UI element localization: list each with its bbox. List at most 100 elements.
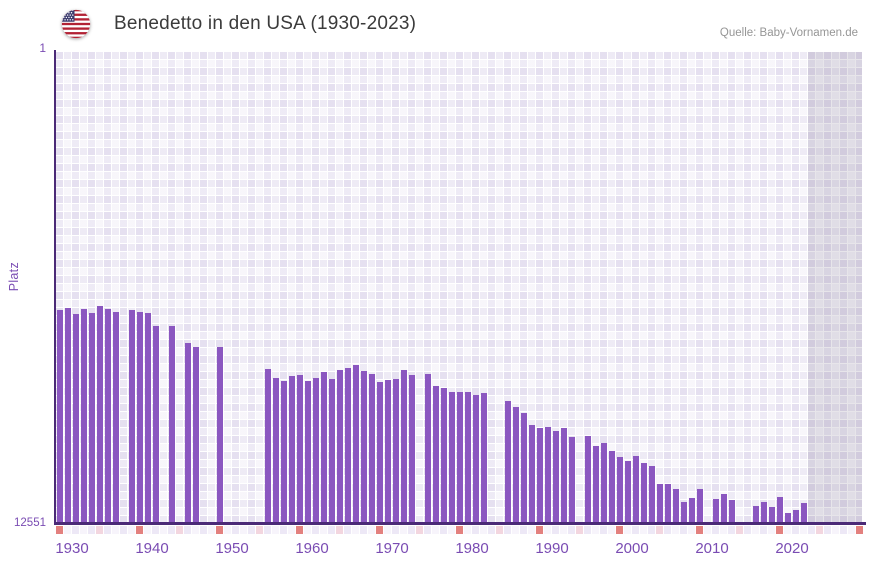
bar-1987[interactable]: [513, 406, 519, 523]
bar-1966[interactable]: [345, 368, 351, 523]
bar-1974[interactable]: [409, 375, 415, 523]
bar-1998[interactable]: [601, 443, 607, 523]
bar-1983[interactable]: [481, 393, 487, 523]
y-axis-top-label: 1: [39, 41, 46, 55]
bar-1956[interactable]: [265, 369, 271, 523]
strip-cell: [400, 526, 407, 534]
bar-1989[interactable]: [529, 425, 535, 523]
bar-2000[interactable]: [617, 456, 623, 523]
bar-1939[interactable]: [129, 309, 135, 523]
strip-cell: [384, 526, 391, 534]
strip-cell: [728, 526, 735, 534]
strip-cell: [720, 526, 727, 534]
bar-1931[interactable]: [65, 308, 71, 523]
bar-2020[interactable]: [777, 497, 783, 523]
bar-1969[interactable]: [369, 374, 375, 523]
bar-1982[interactable]: [473, 395, 479, 523]
bar-1963[interactable]: [321, 372, 327, 523]
strip-cell: [344, 526, 351, 534]
bar-1991[interactable]: [545, 427, 551, 523]
bar-2010[interactable]: [697, 489, 703, 523]
bar-1946[interactable]: [185, 342, 191, 523]
bar-1994[interactable]: [569, 437, 575, 523]
bar-1990[interactable]: [537, 428, 543, 523]
bar-1930[interactable]: [57, 309, 63, 523]
strip-cell: [640, 526, 647, 534]
bar-1932[interactable]: [73, 314, 79, 523]
bar-1997[interactable]: [593, 445, 599, 523]
bar-1937[interactable]: [113, 311, 119, 523]
bar-1986[interactable]: [505, 400, 511, 523]
bar-1973[interactable]: [401, 369, 407, 523]
bar-2001[interactable]: [625, 460, 631, 523]
strip-cell: [184, 526, 191, 534]
x-tick-1960: 1960: [295, 540, 329, 557]
bar-1934[interactable]: [89, 312, 95, 523]
bar-1971[interactable]: [385, 380, 391, 523]
bar-1979[interactable]: [449, 391, 455, 523]
bar-1944[interactable]: [169, 326, 175, 523]
strip-cell: [224, 526, 231, 534]
bar-2014[interactable]: [729, 500, 735, 523]
bar-2012[interactable]: [713, 499, 719, 523]
bar-1992[interactable]: [553, 431, 559, 523]
strip-cell: [792, 526, 799, 534]
bar-2013[interactable]: [721, 494, 727, 523]
bar-1977[interactable]: [433, 386, 439, 523]
bar-2009[interactable]: [689, 498, 695, 523]
strip-cell: [472, 526, 479, 534]
bar-1965[interactable]: [337, 369, 343, 523]
bar-1961[interactable]: [305, 380, 311, 523]
bar-2002[interactable]: [633, 456, 639, 523]
strip-cell: [464, 526, 471, 534]
bar-1996[interactable]: [585, 436, 591, 523]
bar-1980[interactable]: [457, 391, 463, 523]
strip-cell: [264, 526, 271, 534]
bar-1947[interactable]: [193, 346, 199, 523]
bar-1958[interactable]: [281, 381, 287, 523]
bar-2018[interactable]: [761, 501, 767, 523]
strip-cell: [424, 526, 431, 534]
bar-1957[interactable]: [273, 378, 279, 523]
bar-1964[interactable]: [329, 378, 335, 523]
bar-2021[interactable]: [785, 512, 791, 523]
bar-1993[interactable]: [561, 428, 567, 523]
bar-2006[interactable]: [665, 484, 671, 523]
bar-1970[interactable]: [377, 381, 383, 523]
bar-2004[interactable]: [649, 465, 655, 523]
bar-1978[interactable]: [441, 388, 447, 523]
bar-2005[interactable]: [657, 483, 663, 523]
bar-2003[interactable]: [641, 462, 647, 523]
bar-1967[interactable]: [353, 364, 359, 523]
bar-1988[interactable]: [521, 412, 527, 523]
strip-cell: [760, 526, 767, 534]
x-tick-1990: 1990: [535, 540, 569, 557]
bar-1972[interactable]: [393, 378, 399, 523]
bar-1942[interactable]: [153, 325, 159, 523]
bar-2008[interactable]: [681, 502, 687, 523]
bar-1941[interactable]: [145, 312, 151, 523]
bar-1940[interactable]: [137, 312, 143, 523]
bar-2023[interactable]: [801, 503, 807, 523]
strip-cell: [512, 526, 519, 534]
bar-1933[interactable]: [81, 309, 87, 523]
bar-1999[interactable]: [609, 450, 615, 523]
bar-1936[interactable]: [105, 309, 111, 523]
bar-1962[interactable]: [313, 377, 319, 523]
bar-1959[interactable]: [289, 376, 295, 523]
bar-1976[interactable]: [425, 374, 431, 523]
bar-1968[interactable]: [361, 370, 367, 523]
strip-cell: [144, 526, 151, 534]
bar-2007[interactable]: [673, 489, 679, 523]
bar-1935[interactable]: [97, 306, 103, 523]
bar-2022[interactable]: [793, 509, 799, 523]
bar-2019[interactable]: [769, 506, 775, 523]
strip-cell: [120, 526, 127, 534]
bar-1960[interactable]: [297, 374, 303, 523]
strip-cell: [416, 526, 423, 534]
strip-cell: [176, 526, 183, 534]
bar-1950[interactable]: [217, 346, 223, 523]
bar-2017[interactable]: [753, 506, 759, 523]
strip-cell: [248, 526, 255, 534]
bar-1981[interactable]: [465, 391, 471, 523]
